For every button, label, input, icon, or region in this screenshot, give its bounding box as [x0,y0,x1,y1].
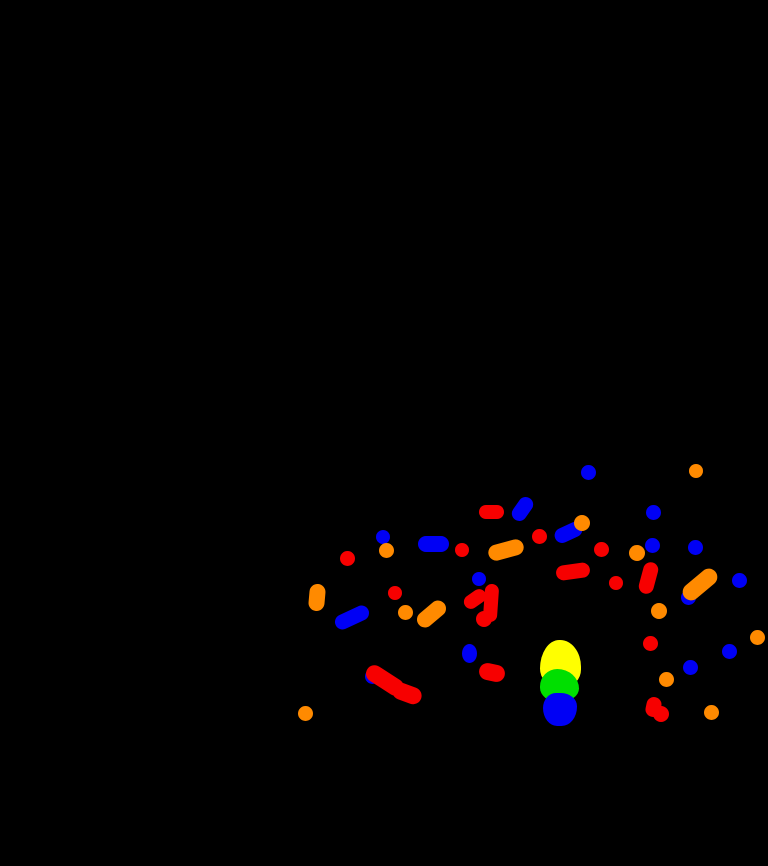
blob-red-dot [531,528,547,544]
blob-orange-dot [651,603,667,619]
blob-red-dot [476,611,492,627]
blob-blue-dot [376,530,390,544]
blob-orange-dot [703,704,719,720]
blob-blue-dot [731,572,747,588]
blob-blue-dot [645,504,661,520]
blob-red-dot [653,706,669,722]
blob-red-pill [478,505,504,519]
blob-orange-dot [658,671,674,687]
blob-orange-dot [689,464,703,478]
blob-blue-dot [687,539,703,555]
blob-blue-dot [644,537,660,553]
blob-red-dot [609,576,623,590]
blob-red-dot [593,541,609,557]
blob-blue-pill [417,536,449,552]
blob-orange-dot [629,545,645,561]
blob-red-dot [455,543,469,557]
blob-orange-dot [297,705,313,721]
blob-blue-dot [682,659,698,675]
blob-orange-dot [397,604,413,620]
blob-orange-dot [378,542,394,558]
blob-red-dot [339,550,355,566]
blob-blue-dot [461,643,477,663]
blob-orange-dot [574,515,590,531]
blob-red-dot [388,586,402,600]
player-feet [543,692,577,726]
blob-orange-dot [749,629,765,645]
blob-blue-dot [472,572,486,586]
blob-blue-dot [580,464,596,480]
blob-red-dot [642,635,658,651]
blob-blue-dot [721,643,737,659]
